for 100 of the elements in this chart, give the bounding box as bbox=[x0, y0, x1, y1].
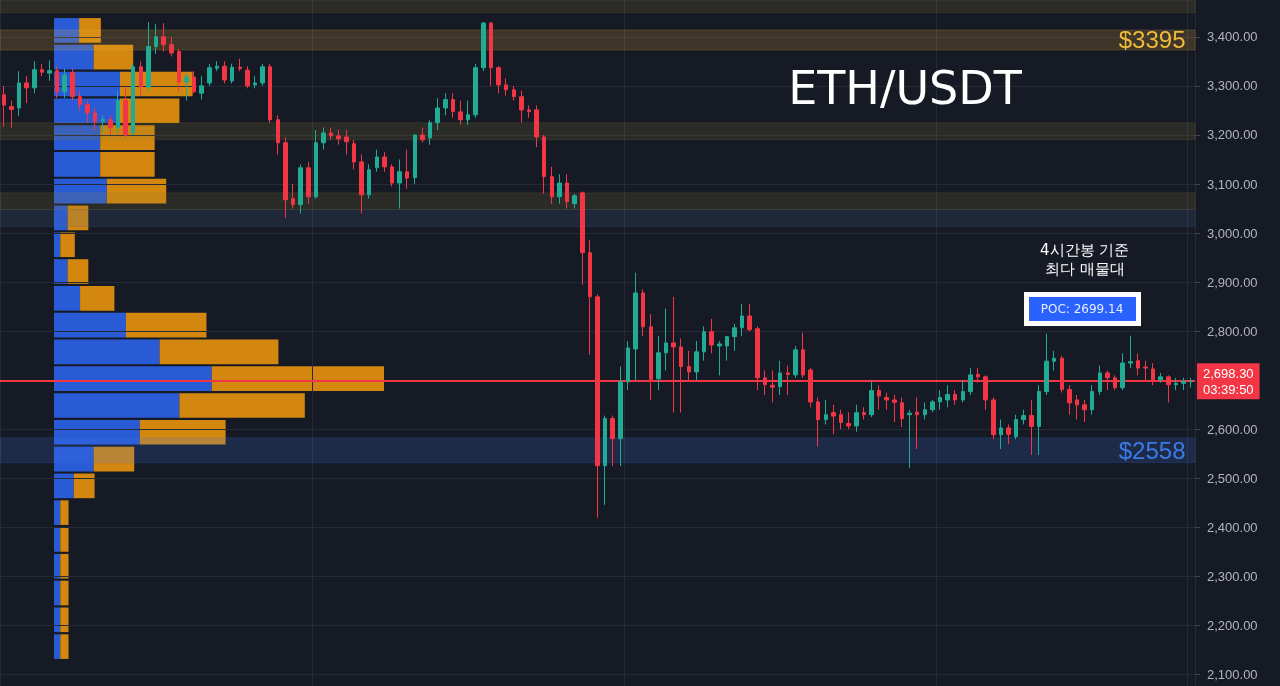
candlestick bbox=[352, 139, 356, 170]
candlestick bbox=[588, 239, 592, 356]
bar bbox=[60, 232, 75, 258]
y-tick-label: 2,200.00 bbox=[1207, 618, 1258, 634]
bar bbox=[60, 500, 69, 525]
candlestick bbox=[534, 105, 539, 148]
candlestick bbox=[245, 65, 250, 89]
candlestick bbox=[230, 63, 234, 84]
candlestick bbox=[314, 129, 318, 200]
candlestick bbox=[101, 114, 105, 133]
candlestick bbox=[732, 323, 737, 352]
bar bbox=[54, 312, 126, 338]
bar bbox=[159, 339, 279, 365]
candlestick bbox=[397, 158, 402, 210]
candlestick bbox=[161, 22, 166, 53]
candlestick bbox=[542, 134, 546, 195]
candlestick bbox=[519, 90, 524, 124]
candlestick bbox=[945, 384, 950, 408]
candlestick bbox=[846, 411, 851, 430]
candlestick bbox=[968, 367, 973, 396]
y-tick-label: 2,300.00 bbox=[1207, 569, 1258, 585]
y-tick-label: 3,400.00 bbox=[1207, 29, 1258, 45]
candlestick bbox=[1174, 377, 1178, 391]
bar bbox=[67, 259, 89, 284]
bar bbox=[54, 473, 74, 499]
candlestick bbox=[466, 100, 470, 126]
bar bbox=[54, 285, 81, 311]
candlestick bbox=[1128, 335, 1133, 369]
y-tick-label: 3,200.00 bbox=[1207, 127, 1258, 143]
candlestick bbox=[420, 127, 425, 143]
annotation: 4시간봉 기준 최다 매물대 bbox=[1040, 240, 1130, 278]
y-tick-label: 2,100.00 bbox=[1207, 667, 1258, 683]
bar bbox=[54, 152, 101, 177]
candlestick bbox=[47, 59, 52, 82]
candlestick bbox=[85, 100, 90, 124]
candlestick bbox=[344, 129, 349, 156]
candlestick bbox=[253, 75, 257, 89]
candlestick bbox=[131, 63, 135, 136]
candlestick bbox=[892, 394, 897, 423]
candlestick bbox=[32, 60, 37, 94]
candlestick bbox=[298, 163, 303, 214]
bar bbox=[80, 285, 115, 311]
candlestick bbox=[694, 340, 699, 381]
candlestick bbox=[839, 409, 843, 430]
bar bbox=[54, 44, 94, 70]
candlestick bbox=[390, 163, 394, 187]
candlestick bbox=[1090, 384, 1094, 416]
candlestick bbox=[900, 396, 904, 428]
candlestick bbox=[458, 100, 463, 126]
candlestick bbox=[1014, 414, 1018, 440]
candlestick bbox=[801, 332, 805, 379]
bar bbox=[54, 18, 80, 43]
candlestick bbox=[489, 21, 493, 87]
candlestick bbox=[610, 415, 615, 467]
candlestick bbox=[443, 92, 448, 116]
candlestick bbox=[626, 340, 630, 391]
candlestick bbox=[854, 404, 859, 433]
bar bbox=[54, 232, 61, 258]
candlestick bbox=[215, 60, 219, 72]
candlestick bbox=[1120, 352, 1125, 391]
bar bbox=[100, 152, 155, 177]
bar bbox=[179, 393, 305, 418]
candlestick bbox=[306, 161, 311, 205]
candlestick bbox=[238, 58, 242, 72]
candlestick bbox=[1006, 423, 1011, 445]
candlestick bbox=[824, 399, 828, 425]
candlestick bbox=[473, 63, 478, 119]
bar bbox=[54, 259, 68, 284]
candlestick bbox=[207, 63, 212, 87]
candlestick bbox=[55, 65, 59, 99]
bar bbox=[54, 339, 160, 365]
candlestick bbox=[1037, 384, 1041, 456]
candlestick bbox=[1158, 372, 1163, 384]
candlestick bbox=[557, 173, 562, 205]
y-tick-label: 2,600.00 bbox=[1207, 421, 1258, 437]
candlestick bbox=[725, 335, 729, 362]
candlestick bbox=[709, 318, 714, 354]
candlestick bbox=[572, 193, 577, 210]
candlestick bbox=[512, 85, 516, 102]
bar bbox=[54, 634, 61, 659]
candlestick bbox=[1181, 377, 1186, 391]
candlestick bbox=[747, 303, 752, 332]
candlestick bbox=[177, 48, 181, 92]
band-label: $2558 bbox=[1118, 436, 1186, 464]
candlestick bbox=[1029, 399, 1034, 456]
candlestick bbox=[93, 107, 97, 131]
candlestick bbox=[793, 345, 798, 379]
bar bbox=[54, 527, 61, 552]
candlestick bbox=[1075, 394, 1079, 421]
bar bbox=[54, 366, 212, 392]
candlestick bbox=[953, 389, 957, 406]
candlestick bbox=[717, 340, 722, 376]
candlestick bbox=[633, 272, 638, 381]
candlestick bbox=[1082, 399, 1087, 423]
bar bbox=[54, 607, 61, 633]
candlestick bbox=[816, 396, 820, 448]
candlestick bbox=[740, 303, 744, 337]
candlestick bbox=[930, 399, 935, 413]
candlestick bbox=[428, 119, 432, 146]
candlestick bbox=[2, 85, 6, 128]
